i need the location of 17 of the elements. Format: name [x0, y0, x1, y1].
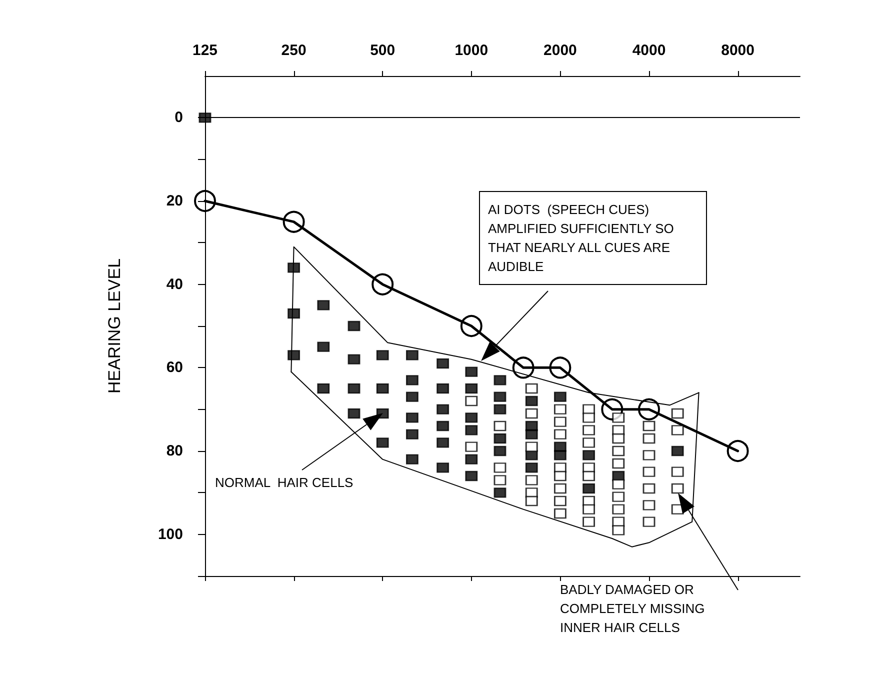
- y-tick-label: 60: [166, 359, 183, 376]
- x-tick-label: 2000: [544, 42, 577, 59]
- x-tick-label: 8000: [721, 42, 754, 59]
- annotation: AI DOTS (SPEECH CUES) AMPLIFIED SUFFICIENTLY SO THAT NEARLY ALL CUES ARE AUDIBLE: [488, 202, 678, 274]
- x-tick-label: 125: [192, 42, 218, 59]
- y-tick-label: 80: [166, 442, 183, 460]
- annotation: NORMAL HAIR CELLS: [215, 475, 354, 490]
- y-tick-label: 100: [158, 526, 183, 543]
- y-tick-label: 20: [166, 192, 183, 210]
- text: BADLY DAMAGED OR COMPLETELY MISSING INNER HAIR CELLS: [560, 582, 708, 635]
- y-tick-label: 0: [174, 109, 183, 126]
- x-tick-label: 500: [370, 42, 396, 59]
- y-tick-label: 40: [166, 276, 183, 293]
- y-axis-title: HEARING LEVEL: [105, 258, 124, 394]
- x-tick-label: 250: [281, 42, 306, 59]
- x-tick-label: 1000: [454, 42, 488, 59]
- x-tick-label: 4000: [632, 42, 666, 59]
